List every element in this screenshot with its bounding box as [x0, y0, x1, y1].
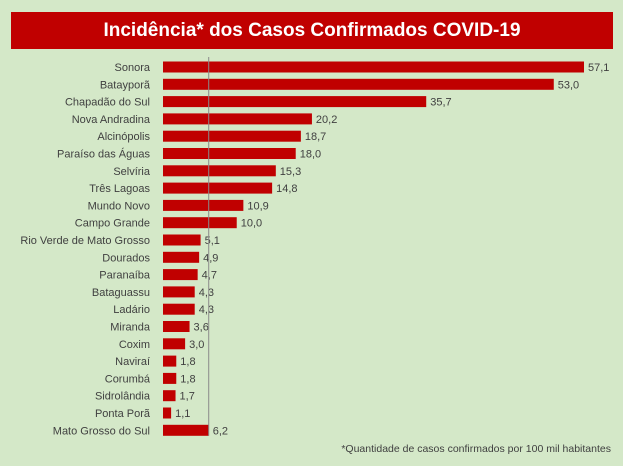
- data-label: 5,1: [205, 235, 220, 247]
- category-label: Alcinópolis: [97, 131, 150, 143]
- data-label: 18,7: [305, 131, 326, 143]
- data-label: 3,6: [194, 322, 209, 334]
- data-label: 18,0: [300, 149, 321, 161]
- category-label: Nova Andradina: [72, 114, 151, 126]
- category-label: Miranda: [110, 322, 151, 334]
- bar: [163, 269, 198, 281]
- bar: [163, 372, 177, 384]
- bar: [163, 251, 200, 263]
- bar: [163, 113, 312, 125]
- bar: [163, 286, 195, 298]
- category-label: Corumbá: [105, 373, 151, 385]
- category-label: Paranaíba: [99, 270, 151, 282]
- bar: [163, 321, 190, 332]
- category-label: Mundo Novo: [88, 200, 150, 212]
- category-label: Dourados: [102, 252, 150, 264]
- bar: [163, 78, 554, 90]
- bar: [163, 390, 176, 402]
- data-label: 35,7: [430, 97, 451, 109]
- bar: [163, 338, 186, 350]
- category-label: Sidrolândia: [95, 391, 151, 403]
- category-label: Batayporã: [100, 79, 151, 91]
- category-label: Mato Grosso do Sul: [53, 425, 150, 437]
- bar: [163, 61, 584, 73]
- chart-footnote: *Quantidade de casos confirmados por 100…: [341, 443, 611, 455]
- data-label: 15,3: [280, 166, 301, 178]
- category-label: Campo Grande: [75, 218, 150, 230]
- category-label: Selvíria: [113, 166, 151, 178]
- data-label: 1,8: [180, 373, 195, 385]
- category-label: Paraíso das Águas: [57, 148, 150, 161]
- category-label: Três Lagoas: [89, 183, 150, 195]
- data-label: 20,2: [316, 114, 337, 126]
- bar: [163, 182, 273, 194]
- data-label: 10,0: [241, 218, 262, 230]
- bar: [163, 217, 237, 229]
- bar: [163, 424, 209, 436]
- data-label: 4,7: [202, 270, 217, 282]
- bar: [163, 130, 301, 142]
- bar: [163, 355, 177, 367]
- bar: [163, 303, 195, 315]
- data-label: 1,7: [180, 391, 195, 403]
- bar: [163, 234, 201, 246]
- bar: [163, 165, 276, 177]
- category-label: Rio Verde de Mato Grosso: [20, 235, 150, 247]
- category-label: Ponta Porã: [95, 408, 151, 420]
- category-label: Chapadão do Sul: [65, 97, 150, 109]
- bar: [163, 199, 244, 211]
- bar: [163, 407, 172, 419]
- category-label: Coxim: [119, 339, 150, 351]
- category-label: Naviraí: [115, 356, 150, 368]
- category-label: Bataguassu: [92, 287, 150, 299]
- chart-title: Incidência* dos Casos Confirmados COVID-…: [103, 19, 521, 41]
- category-label: Sonora: [115, 62, 151, 74]
- data-label: 4,9: [203, 252, 218, 264]
- bar: [163, 148, 296, 159]
- data-label: 1,1: [175, 408, 190, 420]
- bar: [163, 96, 427, 108]
- chart-title-banner: Incidência* dos Casos Confirmados COVID-…: [11, 12, 613, 49]
- data-label: 57,1: [588, 62, 609, 74]
- data-label: 53,0: [558, 79, 579, 91]
- data-label: 6,2: [213, 425, 228, 437]
- category-label: Ladário: [113, 304, 150, 316]
- data-label: 14,8: [276, 183, 297, 195]
- data-label: 3,0: [189, 339, 204, 351]
- data-label: 4,3: [199, 287, 214, 299]
- data-label: 4,3: [199, 304, 214, 316]
- data-label: 10,9: [247, 200, 268, 212]
- data-label: 1,8: [180, 356, 195, 368]
